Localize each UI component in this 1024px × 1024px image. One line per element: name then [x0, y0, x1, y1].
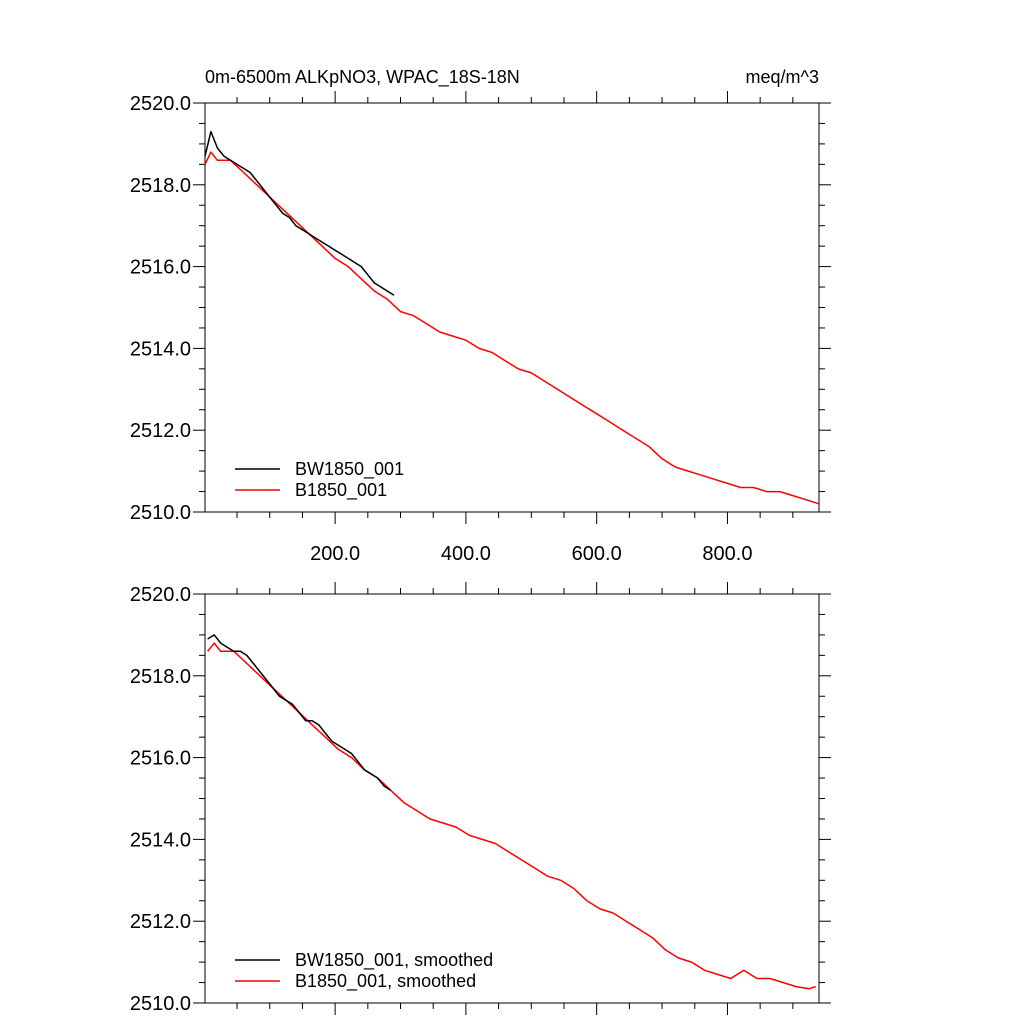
legend-label-1: B1850_001	[295, 480, 387, 501]
y-tick-label: 2520.0	[130, 584, 191, 606]
top-panel: 0m-6500m ALKpNO3, WPAC_18S-18N meq/m^3 251…	[130, 67, 831, 565]
y-tick-label: 2520.0	[130, 93, 191, 115]
y-tick-label: 2514.0	[130, 829, 191, 851]
y-tick-label: 2516.0	[130, 257, 191, 279]
series-line-1	[207, 642, 816, 990]
x-tick-label: 200.0	[310, 543, 360, 565]
y-tick-label: 2512.0	[130, 420, 191, 442]
x-tick-label: 600.0	[572, 543, 622, 565]
x-tick-label: 400.0	[441, 543, 491, 565]
legend-label-0: BW1850_001, smoothed	[295, 950, 493, 971]
legend-label-1: B1850_001, smoothed	[295, 971, 476, 992]
series-line-1	[204, 151, 820, 505]
y-tick-label: 2514.0	[130, 338, 191, 360]
series-line-0	[204, 130, 395, 296]
plot-frame	[204, 102, 820, 513]
chart-units: meq/m^3	[746, 67, 819, 87]
y-tick-label: 2510.0	[130, 502, 191, 524]
y-tick-label: 2518.0	[130, 666, 191, 688]
y-tick-label: 2510.0	[130, 993, 191, 1015]
x-tick-label: 800.0	[702, 543, 752, 565]
chart-title: 0m-6500m ALKpNO3, WPAC_18S-18N	[205, 67, 520, 88]
series-line-0	[207, 634, 392, 791]
y-tick-label: 2512.0	[130, 911, 191, 933]
bottom-panel: 2510.0 2512.0 2514.0 2516.0 2518.0 2520.0 BW18…	[130, 582, 831, 1015]
y-tick-label: 2516.0	[130, 748, 191, 770]
y-tick-label: 2518.0	[130, 175, 191, 197]
legend-label-0: BW1850_001	[295, 459, 404, 480]
plot-frame	[204, 593, 820, 1004]
